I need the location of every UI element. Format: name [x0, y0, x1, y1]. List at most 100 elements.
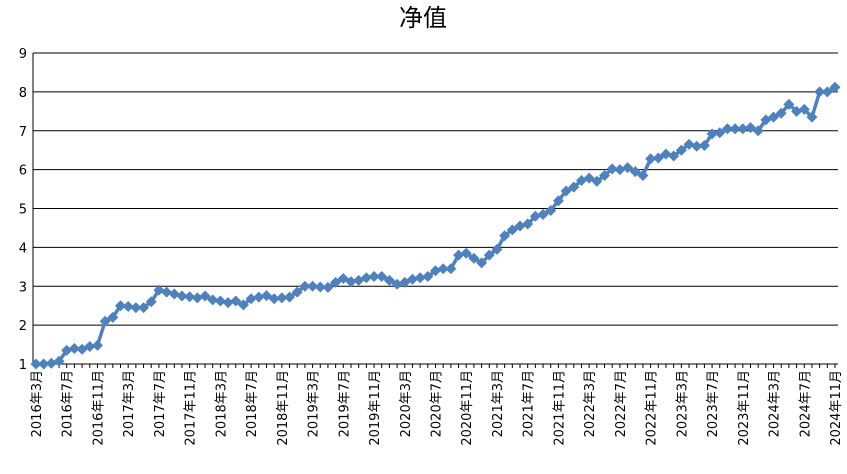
point-marker — [522, 218, 534, 230]
point-marker — [176, 290, 188, 302]
point-marker — [445, 263, 457, 275]
point-marker — [191, 292, 203, 304]
point-marker — [791, 105, 803, 117]
point-marker — [383, 274, 395, 286]
point-marker — [529, 210, 541, 222]
point-marker — [514, 220, 526, 232]
point-marker — [568, 181, 580, 193]
point-marker — [706, 128, 718, 140]
point-marker — [391, 278, 403, 290]
x-tick-label: 2024年3月 — [768, 370, 783, 437]
point-marker — [606, 163, 618, 175]
point-marker — [537, 208, 549, 220]
point-marker — [68, 342, 80, 354]
point-marker — [645, 153, 657, 165]
point-marker — [291, 286, 303, 298]
point-marker — [368, 271, 380, 283]
point-marker — [460, 247, 472, 259]
point-marker — [360, 272, 372, 284]
point-marker — [84, 341, 96, 353]
point-marker — [276, 292, 288, 304]
point-marker — [422, 271, 434, 283]
point-marker — [430, 265, 441, 277]
point-marker — [184, 291, 196, 303]
point-marker — [691, 140, 703, 152]
point-marker — [53, 355, 65, 367]
point-marker — [414, 272, 426, 284]
point-marker — [491, 243, 503, 255]
point-marker — [614, 164, 626, 176]
x-tick-label: 2021年7月 — [522, 370, 537, 437]
point-marker — [199, 290, 211, 302]
point-marker — [253, 291, 265, 303]
point-marker — [599, 169, 611, 181]
point-marker — [798, 103, 810, 115]
point-marker — [61, 344, 73, 356]
point-marker — [821, 86, 833, 98]
point-marker — [406, 273, 418, 285]
point-marker — [268, 293, 280, 305]
x-tick-label: 2017年3月 — [122, 370, 137, 437]
x-tick-label: 2022年3月 — [583, 370, 598, 437]
point-marker — [222, 297, 234, 309]
point-marker — [38, 358, 50, 370]
point-marker — [652, 152, 664, 164]
x-tick-label: 2017年7月 — [153, 370, 168, 437]
point-marker — [698, 140, 710, 152]
point-marker — [806, 111, 818, 123]
y-tick-label: 7 — [19, 125, 27, 140]
point-marker — [637, 169, 649, 181]
point-marker — [207, 294, 219, 306]
x-tick-label: 2016年11月 — [91, 370, 106, 446]
point-marker — [161, 286, 173, 298]
point-marker — [829, 81, 841, 93]
point-marker — [376, 271, 388, 283]
point-marker — [552, 195, 564, 207]
x-tick-label: 2023年11月 — [737, 370, 752, 446]
point-marker — [230, 295, 242, 307]
x-tick-label: 2020年3月 — [399, 370, 414, 437]
point-marker — [145, 296, 157, 308]
y-tick-label: 4 — [19, 241, 27, 256]
point-marker — [453, 249, 465, 261]
point-marker — [322, 281, 334, 293]
point-marker — [130, 302, 142, 314]
y-tick-label: 9 — [19, 47, 27, 62]
y-tick-label: 3 — [19, 280, 27, 295]
point-marker — [668, 150, 680, 162]
x-tick-label: 2019年7月 — [337, 370, 352, 437]
point-marker — [345, 276, 357, 288]
point-marker — [168, 288, 180, 300]
x-tick-label: 2024年7月 — [798, 370, 813, 437]
point-marker — [284, 291, 296, 303]
y-tick-label: 2 — [19, 319, 27, 334]
point-marker — [783, 98, 795, 110]
point-marker — [660, 148, 672, 160]
point-marker — [629, 166, 641, 178]
point-marker — [330, 276, 342, 288]
x-tick-label: 2020年7月 — [430, 370, 445, 437]
y-tick-label: 8 — [19, 86, 27, 101]
point-marker — [721, 123, 733, 135]
point-marker — [299, 280, 311, 292]
x-tick-label: 2018年7月 — [245, 370, 260, 437]
point-marker — [115, 300, 127, 312]
y-tick-label: 1 — [19, 358, 27, 373]
y-tick-label: 5 — [19, 203, 27, 218]
point-marker — [107, 311, 119, 323]
point-marker — [138, 302, 150, 314]
point-marker — [814, 86, 826, 98]
point-marker — [483, 249, 495, 261]
point-marker — [737, 123, 749, 135]
point-marker — [560, 185, 572, 197]
x-tick-label: 2017年11月 — [184, 370, 199, 446]
point-marker — [499, 230, 511, 242]
point-marker — [545, 204, 557, 216]
x-tick-label: 2019年11月 — [368, 370, 383, 446]
x-tick-label: 2016年3月 — [30, 370, 45, 437]
x-tick-label: 2023年3月 — [675, 370, 690, 437]
point-marker — [752, 125, 764, 137]
point-marker — [775, 107, 787, 119]
x-tick-label: 2022年7月 — [614, 370, 629, 437]
